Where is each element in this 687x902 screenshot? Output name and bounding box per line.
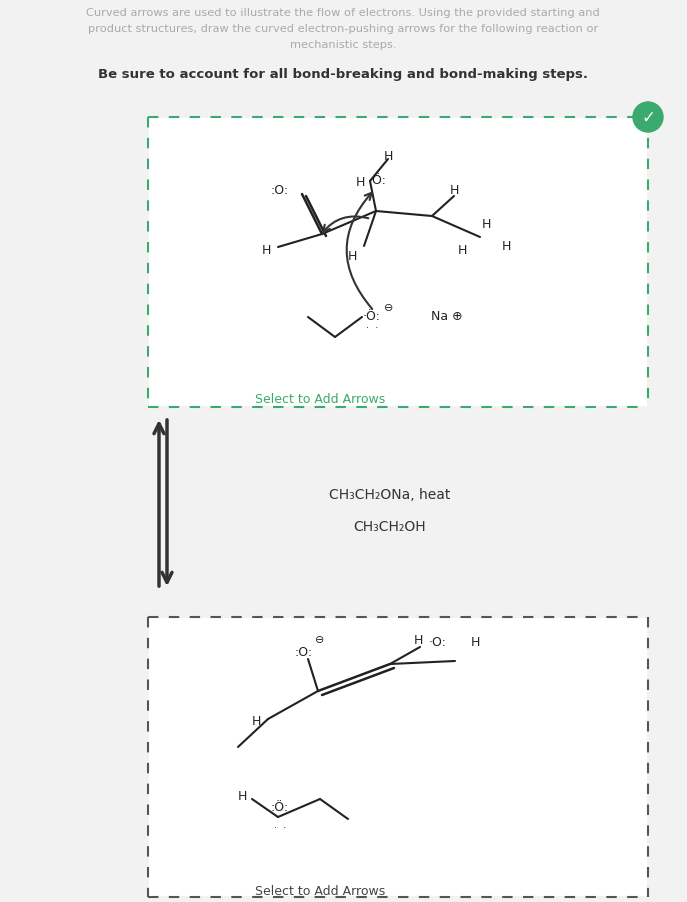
Circle shape [633,103,663,133]
Text: CH₃CH₂OH: CH₃CH₂OH [354,520,427,533]
Text: ⊖: ⊖ [384,303,394,313]
Text: product structures, draw the curved electron-pushing arrows for the following re: product structures, draw the curved elec… [88,24,598,34]
Text: ·  ·: · · [274,822,286,832]
FancyBboxPatch shape [149,618,647,896]
Text: H: H [449,184,459,198]
Text: H: H [261,244,271,256]
Text: H: H [383,151,393,163]
Text: Select to Add Arrows: Select to Add Arrows [255,392,385,406]
Text: CH₃CH₂ONa, heat: CH₃CH₂ONa, heat [329,487,451,502]
Text: Be sure to account for all bond-breaking and bond-making steps.: Be sure to account for all bond-breaking… [98,68,588,81]
Text: H: H [502,239,510,253]
Text: ✓: ✓ [641,109,655,127]
Text: ⊖: ⊖ [315,634,325,644]
Text: H: H [251,714,260,728]
Text: Curved arrows are used to illustrate the flow of electrons. Using the provided s: Curved arrows are used to illustrate the… [86,8,600,18]
Text: ·  ·: · · [366,323,378,333]
Text: H: H [414,633,423,646]
Text: H: H [482,217,491,230]
Text: :O:: :O: [295,645,313,658]
Text: ·Ö:: ·Ö: [369,173,387,187]
Text: H: H [458,244,466,256]
Text: H: H [355,176,365,189]
Text: H: H [471,636,480,649]
Text: H: H [237,789,247,803]
Text: mechanistic steps.: mechanistic steps. [290,40,396,50]
Text: :O:: :O: [271,184,289,198]
Text: :Ö:: :Ö: [271,801,289,814]
Text: Select to Add Arrows: Select to Add Arrows [255,884,385,897]
Text: H: H [348,249,357,262]
Text: ·Ö:: ·Ö: [363,309,381,322]
FancyBboxPatch shape [149,119,647,407]
Text: ·O:: ·O: [429,636,447,649]
Text: Na ⊕: Na ⊕ [431,309,463,322]
